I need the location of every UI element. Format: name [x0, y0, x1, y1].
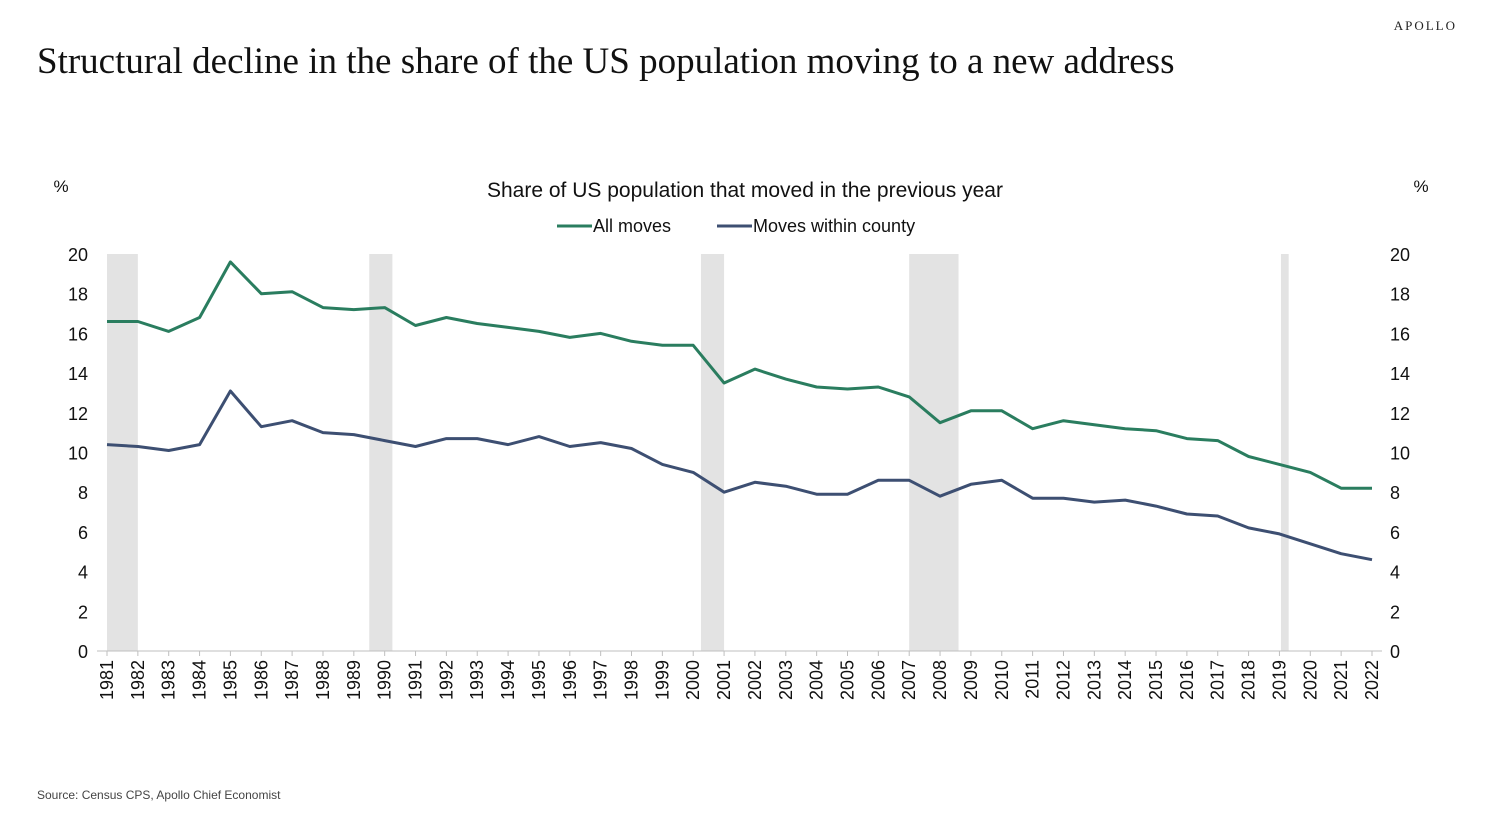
y-tick-left-16: 16 [68, 324, 88, 344]
x-tick-label-1995: 1995 [529, 660, 549, 700]
x-tick-label-1992: 1992 [436, 660, 456, 700]
x-tick-label-2018: 2018 [1239, 660, 1259, 700]
source-note: Source: Census CPS, Apollo Chief Economi… [37, 788, 281, 802]
x-tick-label-2020: 2020 [1300, 660, 1320, 700]
brand-logo: APOLLO [1393, 18, 1457, 33]
y-tick-left-4: 4 [78, 563, 88, 583]
x-tick-label-2012: 2012 [1053, 660, 1073, 700]
x-tick-label-1996: 1996 [560, 660, 580, 700]
x-tick-label-2021: 2021 [1331, 660, 1351, 700]
page-title: Structural decline in the share of the U… [37, 41, 1175, 82]
y-tick-right-14: 14 [1390, 364, 1410, 384]
recession-band-1 [369, 254, 393, 651]
recession-bands [107, 254, 1289, 651]
x-tick-label-2017: 2017 [1208, 660, 1228, 700]
x-tick-label-2008: 2008 [930, 660, 950, 700]
x-tick-label-1994: 1994 [498, 660, 518, 700]
x-tick-label-1989: 1989 [344, 660, 364, 700]
x-tick-label-2011: 2011 [1023, 660, 1043, 699]
y-axis-label-left: % [53, 177, 68, 196]
y-tick-right-20: 20 [1390, 245, 1410, 265]
x-tick-label-2003: 2003 [776, 660, 796, 700]
series-line-1 [106, 389, 1373, 562]
x-tick-label-2001: 2001 [714, 660, 734, 700]
x-tick-label-2002: 2002 [745, 660, 765, 700]
x-tick-label-1998: 1998 [622, 660, 642, 700]
legend-label-0: All moves [593, 216, 671, 236]
y-tick-right-18: 18 [1390, 285, 1410, 305]
x-tick-label-1981: 1981 [97, 660, 117, 700]
legend: All moves Moves within county [557, 216, 915, 236]
x-tick-label-1988: 1988 [313, 660, 333, 700]
x-tick-label-2009: 2009 [961, 660, 981, 700]
series-lines [106, 260, 1373, 562]
recession-band-3 [909, 254, 959, 651]
x-tick-label-2010: 2010 [992, 660, 1012, 700]
x-tick-label-1982: 1982 [128, 660, 148, 700]
x-tick-label-1991: 1991 [406, 660, 426, 700]
y-tick-left-10: 10 [68, 444, 88, 464]
x-tick-label-2016: 2016 [1177, 660, 1197, 700]
x-tick-label-2013: 2013 [1084, 660, 1104, 700]
recession-band-4 [1280, 254, 1289, 651]
x-tick-label-1993: 1993 [467, 660, 487, 700]
x-tick-label-2004: 2004 [807, 660, 827, 700]
x-tick-label-2022: 2022 [1362, 660, 1382, 700]
y-tick-right-6: 6 [1390, 523, 1400, 543]
y-tick-left-14: 14 [68, 364, 88, 384]
y-tick-right-12: 12 [1390, 404, 1410, 424]
y-tick-right-16: 16 [1390, 324, 1410, 344]
y-tick-left-18: 18 [68, 285, 88, 305]
y-tick-left-8: 8 [78, 483, 88, 503]
x-tick-label-2000: 2000 [683, 660, 703, 700]
x-tick-label-1984: 1984 [190, 660, 210, 700]
x-tick-label-2019: 2019 [1269, 660, 1289, 700]
x-tick-label-2006: 2006 [868, 660, 888, 700]
recession-band-0 [107, 254, 138, 651]
x-axis-ticks: 1981 1982 1983 1984 1985 1986 1987 1988 1989 1990… [97, 651, 1382, 700]
y-tick-right-10: 10 [1390, 444, 1410, 464]
x-tick-label-1985: 1985 [220, 660, 240, 700]
x-tick-label-1997: 1997 [591, 660, 611, 700]
x-tick-label-1990: 1990 [375, 660, 395, 700]
x-tick-label-2014: 2014 [1115, 660, 1135, 700]
y-tick-right-4: 4 [1390, 563, 1400, 583]
recession-band-2 [700, 254, 725, 651]
chart-title: Share of US population that moved in the… [487, 179, 1003, 202]
legend-label-1: Moves within county [753, 216, 915, 236]
x-tick-label-1986: 1986 [251, 660, 271, 700]
series-line-0 [107, 260, 1372, 490]
y-tick-right-2: 2 [1390, 602, 1400, 622]
y-tick-left-6: 6 [78, 523, 88, 543]
y-tick-left-2: 2 [78, 602, 88, 622]
y-tick-right-0: 0 [1390, 642, 1400, 662]
x-tick-label-2007: 2007 [899, 660, 919, 700]
y-tick-left-0: 0 [78, 642, 88, 662]
x-tick-label-1987: 1987 [282, 660, 302, 700]
y-tick-right-8: 8 [1390, 483, 1400, 503]
y-tick-left-12: 12 [68, 404, 88, 424]
x-tick-label-2015: 2015 [1146, 660, 1166, 700]
x-tick-label-1999: 1999 [652, 660, 672, 700]
x-tick-label-2005: 2005 [837, 660, 857, 700]
y-axis-label-right: % [1413, 177, 1428, 196]
y-tick-left-20: 20 [68, 245, 88, 265]
x-tick-label-1983: 1983 [159, 660, 179, 700]
y-axis-ticks: 0 0 2 2 4 4 6 6 8 8 10 10 12 12 14 14 16 16 18 18 20 20 [68, 245, 1410, 662]
